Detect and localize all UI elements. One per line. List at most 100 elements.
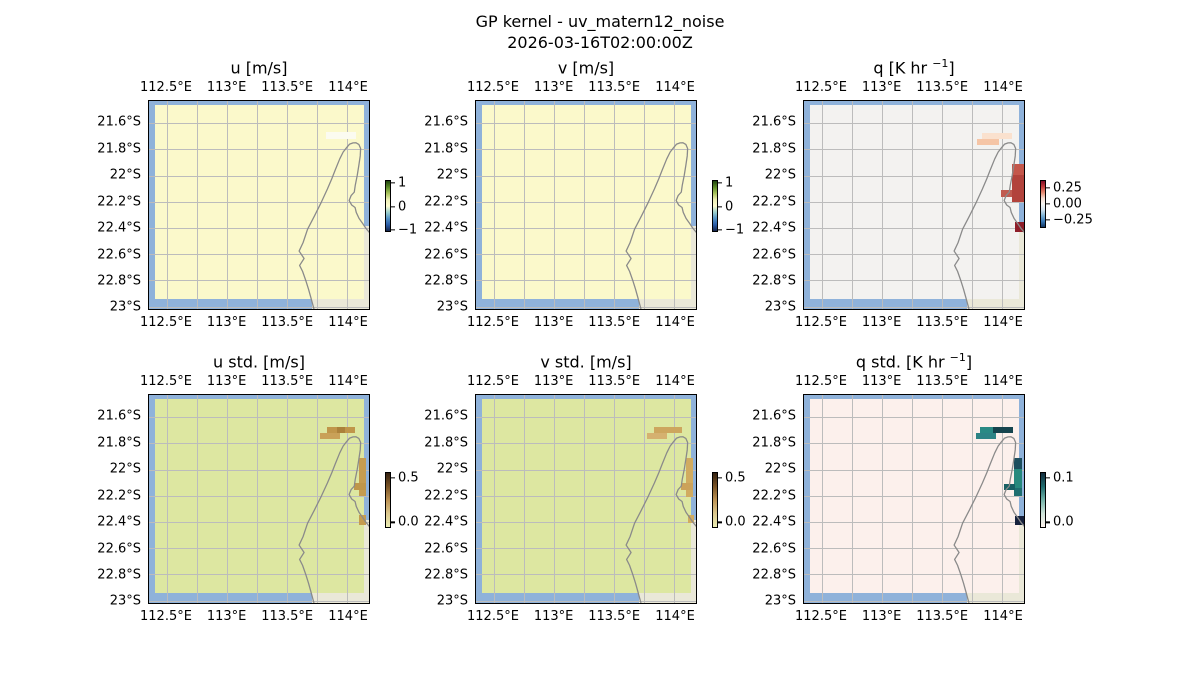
colorbar-q: 0.25 0.00 −0.25 xyxy=(1040,180,1100,228)
figure-title: GP kernel - uv_matern12_noise 2026-03-16… xyxy=(0,11,1200,53)
colorbar-tick-label: 0.00 xyxy=(1053,196,1082,212)
gridline-horizontal xyxy=(804,443,1024,445)
lat-tick-label: 23°S xyxy=(109,299,141,315)
colorbar-tick-label: 0 xyxy=(725,199,734,215)
lon-tick-label-bottom: 113.5°E xyxy=(261,609,314,624)
data-patch xyxy=(686,458,694,497)
lon-tick-label-top: 113°E xyxy=(861,80,902,95)
data-patch xyxy=(1004,484,1016,491)
gridline-horizontal xyxy=(149,175,369,177)
lon-tick-label-top: 113°E xyxy=(206,374,247,389)
gridline-horizontal xyxy=(476,574,696,576)
lon-tick-label-bottom: 112.5°E xyxy=(795,315,847,330)
lat-tick-label: 21.6°S xyxy=(97,408,141,424)
lat-tick-label: 22.4°S xyxy=(424,220,468,236)
gridline-horizontal xyxy=(804,548,1024,550)
subplot-title-end: ] xyxy=(948,58,955,78)
gridline-horizontal xyxy=(149,521,369,523)
data-patch xyxy=(1015,516,1024,526)
gridline-horizontal xyxy=(476,227,696,229)
data-patch xyxy=(976,138,999,146)
lon-tick-label-top: 114°E xyxy=(983,374,1023,389)
data-patch xyxy=(337,426,345,433)
lat-tick-label: 22.8°S xyxy=(97,273,141,289)
lon-tick-label-bottom: 114°E xyxy=(328,609,368,624)
gridline-horizontal xyxy=(149,123,369,125)
gridline-vertical xyxy=(286,101,288,309)
gridline-horizontal xyxy=(476,548,696,550)
data-patch xyxy=(1014,468,1023,488)
lon-tick-label-top: 112.5°E xyxy=(140,80,192,95)
colorbar-tick-label: −1 xyxy=(725,222,745,238)
gridline-horizontal xyxy=(149,574,369,576)
subplot-title-sup: −1 xyxy=(949,351,966,364)
gridline-vertical xyxy=(851,395,853,603)
gridline-vertical xyxy=(286,395,288,603)
gridline-horizontal xyxy=(149,149,369,151)
colorbar-tick xyxy=(718,205,722,208)
colorbar-tick-label: 0.1 xyxy=(1053,470,1074,486)
subplot-title-text: q std. [K hr xyxy=(855,352,950,372)
lat-tick-label: 23°S xyxy=(764,593,796,609)
gridline-horizontal xyxy=(804,254,1024,256)
lon-tick-label-bottom: 113°E xyxy=(861,609,902,624)
lon-tick-label-top: 113.5°E xyxy=(261,374,314,389)
lon-tick-label-top: 114°E xyxy=(983,80,1023,95)
gridline-horizontal xyxy=(476,600,696,602)
lat-tick-label: 21.8°S xyxy=(97,141,141,157)
colorbar-tick-label: 0 xyxy=(398,199,407,215)
lon-tick-label-bottom: 113°E xyxy=(206,609,247,624)
colorbar-tick-label: 0.5 xyxy=(398,470,419,486)
gridline-vertical xyxy=(523,101,525,309)
colorbar-u_std: 0.5 0.0 xyxy=(385,470,445,530)
lat-tick-label: 22.6°S xyxy=(97,247,141,263)
gridline-horizontal xyxy=(804,521,1024,523)
lat-tick-label: 22.6°S xyxy=(752,541,796,557)
data-patch xyxy=(353,483,366,491)
lat-tick-label: 22.2°S xyxy=(752,194,796,210)
figure-title-line1: GP kernel - uv_matern12_noise xyxy=(475,12,725,31)
gridline-horizontal xyxy=(149,417,369,419)
gridline-horizontal xyxy=(804,600,1024,602)
colorbar-tick-label: 1 xyxy=(398,175,407,191)
lon-tick-label-bottom: 113°E xyxy=(206,315,247,330)
gridline-horizontal xyxy=(476,280,696,282)
colorbar-tick xyxy=(718,229,722,231)
lat-tick-label: 22.2°S xyxy=(424,194,468,210)
data-patch xyxy=(359,458,367,496)
lat-tick-label: 22.2°S xyxy=(97,488,141,504)
subplot-title-text: u [m/s] xyxy=(230,58,288,78)
subplot-title-text: v [m/s] xyxy=(557,58,615,78)
lon-tick-label-bottom: 113.5°E xyxy=(916,315,969,330)
lat-tick-label: 22.4°S xyxy=(97,220,141,236)
colorbar-tick xyxy=(1046,219,1050,221)
lat-tick-label: 21.8°S xyxy=(752,435,796,451)
gridline-horizontal xyxy=(476,443,696,445)
gridline-vertical xyxy=(196,101,198,309)
gridline-horizontal xyxy=(804,306,1024,308)
data-patch xyxy=(687,515,694,523)
subplot-title-u-std: u std. [m/s] xyxy=(213,351,305,371)
gridline-vertical xyxy=(583,395,585,603)
lat-tick-label: 21.8°S xyxy=(752,141,796,157)
gridline-vertical xyxy=(256,395,258,603)
colorbar-q_std: 0.1 0.0 xyxy=(1040,470,1100,530)
gridline-horizontal xyxy=(476,469,696,471)
land-strip xyxy=(1019,519,1024,603)
lat-tick-label: 23°S xyxy=(436,299,468,315)
lat-tick-label: 22.2°S xyxy=(97,194,141,210)
lon-tick-label-top: 113.5°E xyxy=(588,374,641,389)
figure-timestamp: 2026-03-16T02:00:00Z xyxy=(507,33,693,52)
colorbar-tick-label: −0.25 xyxy=(1053,212,1093,228)
lat-tick-label: 22°S xyxy=(436,461,468,477)
lat-tick-label: 22°S xyxy=(109,167,141,183)
colorbar-gradient xyxy=(712,472,718,528)
gridline-vertical xyxy=(971,395,973,603)
subplot-title-text: u std. [m/s] xyxy=(213,352,305,372)
lon-tick-label-top: 114°E xyxy=(655,80,695,95)
gridline-horizontal xyxy=(804,227,1024,229)
lat-tick-label: 21.6°S xyxy=(97,114,141,130)
gridline-vertical xyxy=(256,101,258,309)
colorbar-tick-label: 1 xyxy=(725,175,734,191)
lon-tick-label-top: 113°E xyxy=(206,80,247,95)
